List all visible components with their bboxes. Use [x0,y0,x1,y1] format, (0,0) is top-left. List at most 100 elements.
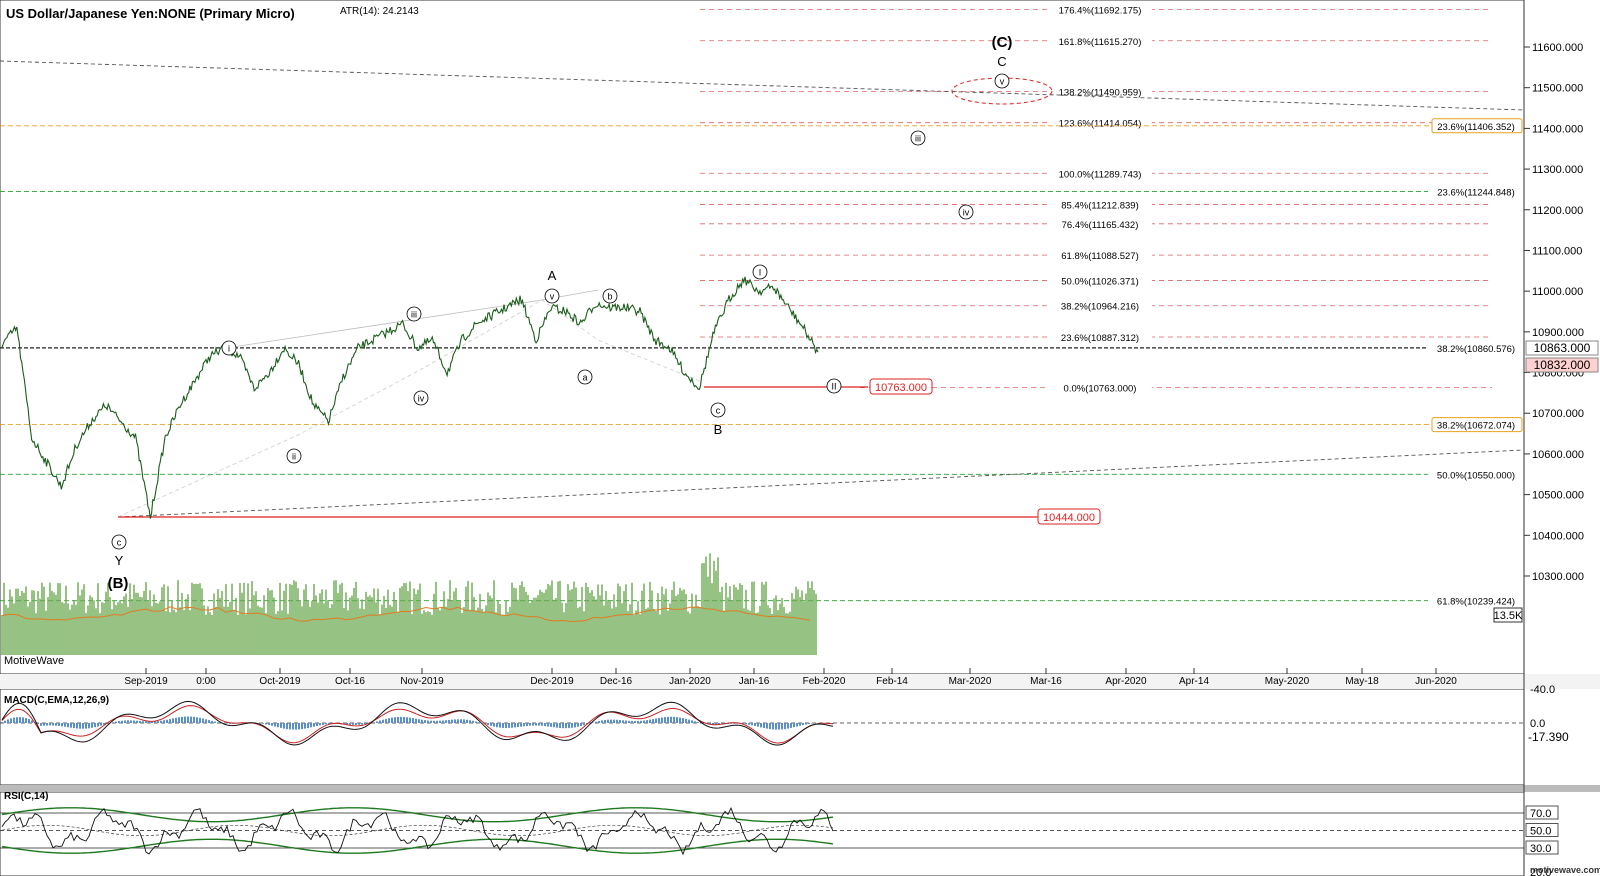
fib-level-label: 38.2%(10964.216) [1061,302,1139,313]
macd-tick-label: -40.0 [1530,684,1555,696]
fib-level-label: 100.0%(11289.743) [1059,169,1142,180]
fib-label-bg [1048,274,1152,287]
macd-value-tag-bg [1526,730,1596,744]
retracement-tag-frame [1431,417,1523,433]
time-tick-label: Apr-14 [1179,676,1209,687]
wave-channel-lower [117,299,703,518]
fib-level-label: 0.0%(10763.000) [1064,384,1137,395]
pane-divider[interactable] [0,674,1600,689]
price-tick-label: 10500.000 [1532,490,1584,502]
time-tick-label: Feb-14 [876,676,908,687]
wave-label-a_small: a [582,373,587,383]
fib-level-label: 23.6%(10887.312) [1061,333,1139,344]
watermark-left: MotiveWave [4,655,64,667]
price-tick-label: 10900.000 [1532,327,1584,339]
watermark-right: motivewave.com [1530,865,1600,875]
retracement-label: 61.8%(10239.424) [1437,597,1515,608]
rsi-tick-frame [1525,823,1559,837]
macd-line [1,700,834,746]
price-tick-label: 11000.000 [1532,286,1583,298]
wave-label-i_roman: I [759,268,762,278]
wave-label-circle [994,73,1010,89]
wave-label-circle [602,288,618,304]
wave-label-v_small: v [550,292,555,302]
fib-label-bg [1048,331,1152,344]
fib-level-label: 85.4%(11212.839) [1061,201,1138,212]
wave-label-circle [577,369,593,385]
rsi-line [1,806,834,856]
pane-divider-2[interactable] [0,785,1600,792]
wave-label-a: A [548,268,557,283]
fib-label-bg [1048,299,1152,312]
time-tick-label: 0:00 [196,676,216,687]
time-tick-label: May-18 [1345,676,1379,687]
fib-level-label: 76.4%(11165.432) [1062,220,1139,231]
price-tag-frame [1525,357,1599,373]
price-tick-label: 11200.000 [1532,205,1583,217]
retracement-label: 23.6%(11244.848) [1437,188,1514,199]
wave-label-circle [286,448,302,464]
rsi-title: RSI(C,14) [4,791,48,802]
wave-label-circle [910,130,926,146]
wave-label-circle [710,402,726,418]
wave-label-b_small: b [607,292,612,302]
price-tick-label: 11300.000 [1532,164,1583,176]
price-tick-label: 10300.000 [1532,571,1584,583]
retracement-label: 23.6%(11406.352) [1437,122,1514,133]
rsi-signal-line [1,824,834,837]
time-tick-label: Jun-2020 [1415,676,1457,687]
wave-label-big_c: (C) [992,34,1013,51]
fib-level-label: 50.0%(11026.371) [1061,276,1138,287]
wave-label-iii_small: iii [915,134,921,144]
rsi-tick-label: 50.0 [1530,826,1551,838]
wave-label-circle [221,340,237,356]
rsi-lower-band [1,838,834,854]
wave-label-circle [544,288,560,304]
price-tick-label: 10600.000 [1532,449,1584,461]
time-tick-label: Feb-2020 [803,676,846,687]
price-line [1,276,819,519]
time-tick-label: Jan-16 [739,676,770,687]
retracement-label: 38.2%(10860.576) [1437,344,1515,355]
wave-label-circle [752,264,768,280]
wave-label-c: C [997,54,1006,69]
price-tick-label: 10700.000 [1532,408,1584,420]
macd-signal-line [1,705,834,744]
price-tick-label: 11100.000 [1532,245,1582,257]
lower-trendline [117,449,1525,518]
wave-label-y: Y [115,553,124,568]
fib-label-bg [1048,249,1152,262]
price-tick-label: 11400.000 [1532,123,1583,135]
macd-pane[interactable] [0,688,1525,786]
wave-label-circle [413,390,429,406]
fib-label-bg [1048,198,1152,211]
fib-label-bg [1048,3,1152,16]
fib-level-label: 176.4%(11692.175) [1059,5,1142,16]
rsi-upper-band [1,807,834,823]
rsi-tick-label: 70.0 [1530,808,1551,820]
support-tag: 10444.000 [1043,512,1095,524]
support-tag-frame [869,378,933,395]
macd-title: MACD(C,EMA,12,26,9) [4,695,109,706]
wave-label-i_small: i [228,344,230,354]
price-tag: 10832.000 [1534,358,1591,372]
retracement-tag-bg [1428,185,1522,198]
wave-label-circle [406,306,422,322]
rsi-tick-frame [1525,840,1559,855]
wave-label-iii_small: iii [411,310,417,320]
retracement-tag-bg [1428,468,1522,481]
rsi-tick-label: 30.0 [1530,843,1551,855]
upper-trendline [0,60,1525,111]
time-tick-label: Dec-2019 [530,676,574,687]
retracement-tag-bg [1428,341,1522,354]
wave-label-c_small: c [117,538,122,548]
retracement-tag-bg [1428,594,1522,607]
wave-label-big_b: (B) [108,575,129,592]
time-tick-label: Mar-2020 [949,676,992,687]
fib-label-bg [1048,167,1152,180]
retracement-tag-frame [1431,118,1523,134]
volume-moving-average [1,606,811,622]
time-tick-label: Jan-2020 [669,676,711,687]
